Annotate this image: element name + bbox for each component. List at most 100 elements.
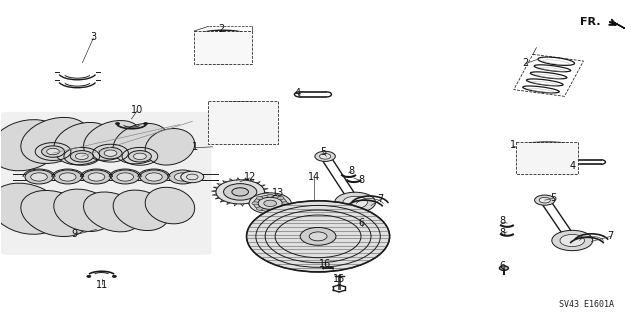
Circle shape	[83, 170, 111, 184]
Text: 7: 7	[607, 231, 614, 241]
Ellipse shape	[145, 187, 195, 224]
Circle shape	[278, 207, 284, 210]
Circle shape	[278, 197, 284, 200]
Text: 4: 4	[569, 161, 575, 171]
Circle shape	[541, 157, 552, 162]
Text: 16: 16	[319, 259, 332, 269]
Text: 5: 5	[320, 146, 326, 157]
FancyBboxPatch shape	[1, 112, 211, 255]
Circle shape	[129, 151, 152, 162]
Text: 6: 6	[358, 218, 365, 228]
FancyBboxPatch shape	[516, 142, 579, 174]
Ellipse shape	[20, 190, 89, 236]
Text: 2: 2	[522, 58, 529, 68]
Circle shape	[552, 230, 593, 251]
Circle shape	[60, 173, 76, 181]
Circle shape	[315, 151, 335, 161]
Circle shape	[70, 151, 93, 162]
Circle shape	[180, 171, 204, 183]
Circle shape	[252, 202, 259, 205]
Circle shape	[25, 170, 53, 184]
Circle shape	[88, 173, 105, 181]
Circle shape	[134, 153, 147, 160]
Text: 9: 9	[71, 229, 77, 239]
Polygon shape	[612, 21, 625, 28]
Text: 1: 1	[193, 142, 198, 152]
Text: 8: 8	[499, 216, 505, 226]
Circle shape	[258, 197, 282, 209]
Circle shape	[246, 201, 390, 272]
Ellipse shape	[54, 189, 114, 232]
Text: 11: 11	[95, 280, 108, 290]
Circle shape	[234, 119, 246, 124]
Circle shape	[282, 202, 289, 205]
Text: 1: 1	[510, 140, 516, 150]
Circle shape	[117, 173, 134, 181]
Text: 6: 6	[499, 261, 505, 271]
Circle shape	[42, 146, 65, 157]
Circle shape	[140, 170, 168, 184]
Circle shape	[76, 153, 88, 160]
Ellipse shape	[113, 190, 169, 231]
Text: 2: 2	[218, 24, 224, 34]
Circle shape	[534, 195, 555, 205]
Circle shape	[249, 193, 291, 214]
Ellipse shape	[0, 120, 63, 171]
Circle shape	[539, 197, 550, 203]
Text: SV43 E1601A: SV43 E1601A	[559, 300, 614, 308]
Circle shape	[300, 227, 336, 245]
Circle shape	[146, 173, 163, 181]
Circle shape	[116, 123, 120, 124]
Text: 12: 12	[244, 172, 256, 182]
Circle shape	[232, 188, 248, 196]
Text: 13: 13	[273, 188, 285, 198]
Circle shape	[499, 266, 508, 270]
Circle shape	[335, 192, 376, 212]
Circle shape	[309, 232, 327, 241]
Ellipse shape	[20, 117, 89, 163]
Text: 8: 8	[358, 175, 365, 185]
Text: 5: 5	[550, 193, 556, 203]
Circle shape	[257, 207, 263, 210]
Text: 14: 14	[307, 172, 320, 182]
Circle shape	[31, 173, 47, 181]
FancyBboxPatch shape	[208, 101, 278, 144]
Circle shape	[111, 170, 140, 184]
Text: 8: 8	[349, 166, 355, 176]
Ellipse shape	[0, 183, 63, 234]
Ellipse shape	[113, 123, 169, 164]
Circle shape	[264, 200, 276, 206]
Circle shape	[343, 196, 367, 209]
Circle shape	[47, 148, 60, 155]
Text: 4: 4	[294, 88, 301, 98]
Circle shape	[560, 234, 584, 247]
Circle shape	[113, 275, 116, 277]
Circle shape	[228, 116, 252, 127]
Ellipse shape	[84, 192, 141, 232]
Circle shape	[104, 150, 117, 156]
Circle shape	[319, 153, 331, 159]
Circle shape	[356, 221, 367, 226]
Ellipse shape	[145, 129, 195, 165]
Text: 8: 8	[499, 227, 505, 238]
Text: 15: 15	[333, 274, 346, 284]
Circle shape	[536, 154, 557, 165]
Circle shape	[216, 180, 264, 204]
Circle shape	[223, 184, 257, 200]
Text: 7: 7	[378, 194, 384, 204]
Text: FR.: FR.	[580, 17, 601, 27]
Text: 3: 3	[90, 32, 97, 42]
FancyBboxPatch shape	[194, 31, 252, 64]
Circle shape	[99, 147, 122, 159]
Circle shape	[169, 170, 196, 184]
Circle shape	[257, 197, 263, 200]
Circle shape	[267, 209, 273, 212]
Circle shape	[54, 170, 82, 184]
Circle shape	[144, 123, 148, 124]
Text: 10: 10	[131, 105, 143, 115]
Circle shape	[253, 195, 287, 211]
Circle shape	[267, 194, 273, 197]
Circle shape	[174, 173, 191, 181]
Ellipse shape	[84, 121, 141, 160]
Ellipse shape	[54, 122, 114, 165]
